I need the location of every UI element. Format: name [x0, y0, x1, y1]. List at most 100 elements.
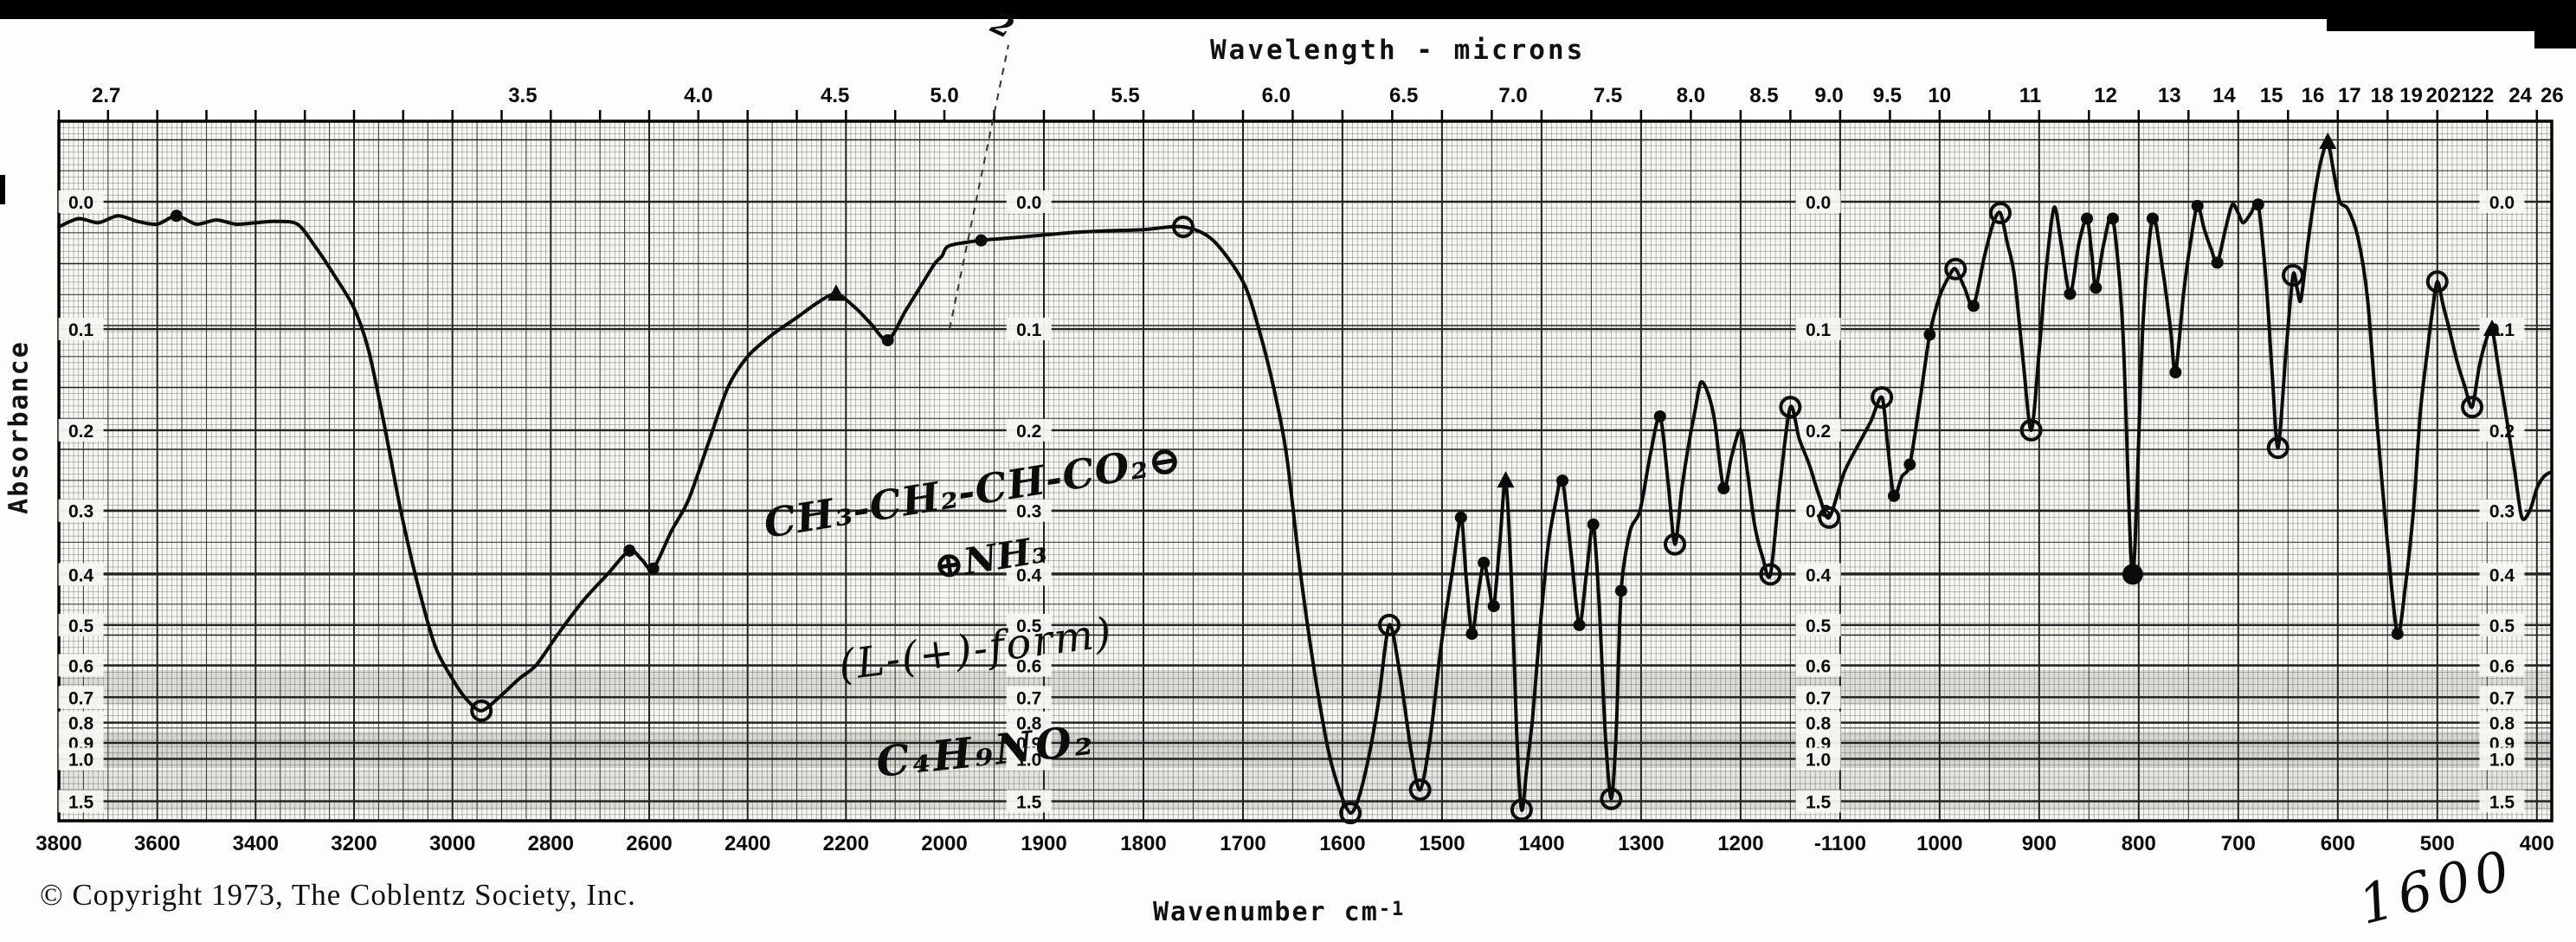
wavenumber-tick-label: 1000	[1916, 832, 1962, 855]
absorbance-tick-label: 0.6	[1016, 656, 1041, 676]
absorbance-label-box	[58, 654, 104, 677]
peak-marker-dot	[1614, 584, 1627, 597]
absorbance-tick-label: 0.8	[68, 714, 94, 734]
absorbance-tick-label: 0.4	[1016, 565, 1042, 585]
peak-marker-circle	[1944, 257, 1967, 281]
absorbance-tick-label: 0.2	[1806, 422, 1831, 442]
absorbance-tick-label: 0.1	[1016, 320, 1042, 340]
absorbance-tick-label: 0.5	[1016, 616, 1042, 636]
absorbance-label-box	[1795, 790, 1841, 813]
peak-marker-dot	[2391, 628, 2404, 641]
absorbance-label-box	[1795, 613, 1841, 636]
peak-marker-circle	[470, 699, 493, 722]
scan-smudge-band	[59, 732, 2552, 768]
micron-tick-label: 24	[2508, 84, 2532, 107]
wavenumber-tick-label: 3600	[134, 832, 180, 855]
micron-tick-label: 7.5	[1594, 84, 1622, 107]
scan-black-bar-top	[0, 0, 2576, 19]
absorbance-tick-label: 0.1	[1806, 320, 1832, 340]
wavenumber-tick-label: 3000	[429, 832, 475, 855]
absorbance-label-box	[2479, 190, 2525, 213]
micron-tick-label: 9.0	[1814, 84, 1843, 107]
micron-tick-label: 3.5	[508, 84, 537, 107]
micron-tick-label: 26	[2541, 84, 2564, 107]
micron-tick-label: 7.0	[1498, 84, 1527, 107]
peak-marker-dot	[2251, 198, 2264, 211]
peak-marker-circle	[2461, 396, 2484, 419]
absorbance-label-box	[58, 613, 104, 636]
micron-tick-label: 10	[1928, 84, 1951, 107]
peak-marker-dot	[2090, 281, 2103, 294]
micron-tick-label: 8.0	[1677, 84, 1705, 107]
micron-tick-label: 5.5	[1111, 84, 1139, 107]
absorbance-label-box	[1006, 318, 1052, 341]
grid-heavy-vertical	[156, 121, 2538, 821]
absorbance-label-box	[1795, 318, 1841, 341]
micron-tick-label: 21	[2450, 84, 2473, 107]
peak-marker-dot	[1454, 511, 1467, 524]
absorbance-tick-label: 1.5	[2489, 792, 2515, 812]
absorbance-label-box	[2479, 711, 2525, 734]
peak-marker-circle	[1339, 801, 1362, 824]
peak-marker-dot	[1967, 300, 1980, 313]
peak-marker-triangle	[827, 284, 845, 301]
wavenumber-tick-label: 2000	[921, 832, 967, 855]
wavenumber-tick-label: 2200	[823, 832, 869, 855]
absorbance-tick-label: 0.0	[1016, 193, 1041, 213]
absorbance-label-box	[1006, 563, 1052, 586]
absorbance-label-box	[1795, 711, 1841, 734]
peak-marker-dot	[623, 544, 636, 557]
peak-marker-dot	[2191, 199, 2204, 212]
peak-marker-circle	[1377, 613, 1401, 636]
absorbance-label-box	[2479, 686, 2525, 709]
absorbance-tick-label: 0.7	[1016, 688, 1041, 708]
absorbance-label-box	[1795, 654, 1841, 677]
wavenumber-tick-label: 1400	[1518, 832, 1564, 855]
absorbance-tick-label: 0.3	[2489, 502, 2515, 522]
absorbance-tick-label: 0.7	[2489, 688, 2515, 708]
grid-absorbance-line	[59, 200, 2552, 803]
absorbance-tick-label: 1.0	[68, 751, 93, 771]
micron-tick-label: 12	[2094, 84, 2117, 107]
peak-marker-circle	[1600, 787, 1623, 810]
spectrum-curve	[57, 139, 2552, 815]
peak-marker-dot	[170, 210, 183, 223]
absorbance-label-box	[2479, 613, 2525, 636]
absorbance-tick-label: 0.6	[1806, 656, 1831, 676]
absorbance-label-box	[2479, 499, 2525, 522]
micron-tick-label: 19	[2399, 84, 2423, 107]
peak-marker-dot	[1573, 618, 1586, 631]
absorbance-tick-label: 0.8	[1016, 714, 1042, 734]
wavenumber-tick-label: 2400	[724, 832, 770, 855]
wavenumber-tick-label: 3200	[331, 832, 377, 855]
peak-marker-dot	[1923, 328, 1936, 341]
bottom-axis-title-text: Wavenumber cm	[1153, 897, 1379, 927]
plot-border	[57, 119, 2553, 823]
absorbance-label-box	[2479, 747, 2525, 771]
peak-marker-circle	[2266, 436, 2289, 460]
absorbance-label-box	[1006, 790, 1052, 813]
micron-tick-label: 17	[2338, 84, 2361, 107]
wavenumber-tick-label: 400	[2520, 832, 2554, 855]
absorbance-tick-label: 1.5	[1806, 792, 1832, 812]
peak-marker-circle	[1510, 798, 1533, 822]
absorbance-tick-label: 0.1	[68, 320, 94, 340]
absorbance-tick-label: 0.5	[1806, 616, 1832, 636]
absorbance-tick-label: 0.4	[2489, 565, 2515, 585]
micron-tick-label: 18	[2371, 84, 2394, 107]
absorbance-label-box	[1795, 747, 1841, 771]
wavenumber-tick-label: 1600	[1319, 832, 1365, 855]
absorbance-label-box	[1006, 418, 1052, 442]
absorbance-tick-label: 0.4	[68, 565, 94, 585]
peak-marker-circle	[1871, 386, 1894, 410]
absorbance-tick-label: 0.7	[1806, 688, 1831, 708]
absorbance-label-box	[58, 190, 104, 213]
absorbance-tick-label: 0.2	[68, 422, 93, 442]
peak-marker-circle	[1818, 506, 1841, 529]
micron-tick-label: 14	[2212, 84, 2236, 107]
absorbance-label-box	[1795, 418, 1841, 442]
peak-marker-dot	[2122, 564, 2143, 585]
peak-marker-dot	[1587, 518, 1600, 531]
peak-marker-circle	[1171, 216, 1195, 239]
absorbance-label-box	[2479, 418, 2525, 442]
